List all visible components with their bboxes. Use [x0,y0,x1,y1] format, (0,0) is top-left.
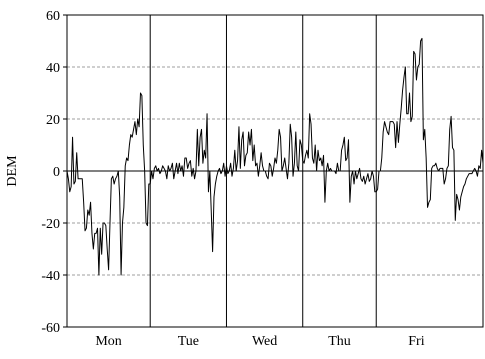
y-tick-label: -20 [41,217,60,232]
y-tick-label: -60 [41,321,60,336]
x-tick-label: Wed [252,334,277,349]
y-axis-label: DEM [5,155,20,187]
y-tick-label: 20 [46,113,60,128]
y-tick-label: 40 [46,61,60,76]
x-tick-label: Fri [408,334,424,349]
x-tick-label: Mon [95,334,121,349]
series-layer [66,37,484,276]
x-axis: Mon Tue Wed Thu Fri [95,334,424,349]
y-axis: -60 -40 -20 0 20 40 60 [41,9,67,336]
x-tick-label: Thu [328,334,351,349]
y-tick-label: 0 [53,165,60,180]
y-tick-label: 60 [46,9,60,24]
y-tick-label: -40 [41,269,60,284]
x-tick-label: Tue [178,334,199,349]
series-line [66,37,484,276]
